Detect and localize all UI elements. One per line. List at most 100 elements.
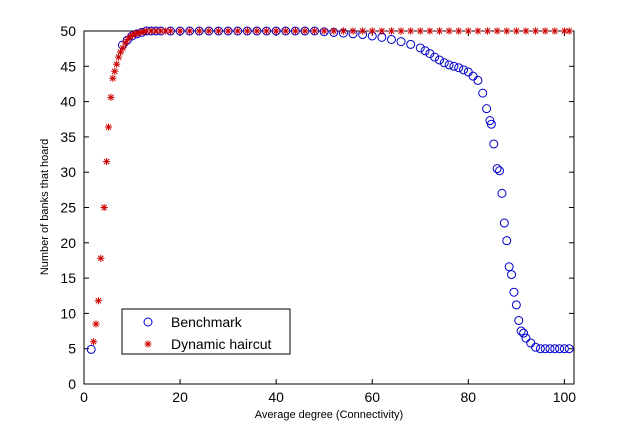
data-point-benchmark: [386, 34, 396, 44]
data-point-dynamic-haircut: [282, 27, 290, 35]
data-point-benchmark: [281, 26, 291, 36]
legend: Benchmark Dynamic haircut: [121, 308, 291, 355]
data-point-benchmark: [531, 342, 541, 352]
data-point-benchmark: [271, 26, 281, 36]
data-point-benchmark: [559, 344, 569, 354]
data-point-dynamic-haircut: [111, 67, 119, 75]
series-dynamic-haircut: [90, 27, 573, 346]
data-point-benchmark: [482, 104, 492, 114]
data-point-benchmark: [223, 26, 233, 36]
data-point-dynamic-haircut: [330, 27, 338, 35]
data-point-benchmark: [511, 300, 521, 310]
data-point-benchmark: [540, 344, 550, 354]
data-point-benchmark: [310, 26, 320, 36]
x-tick-label: 40: [268, 389, 284, 405]
x-tick-label: 60: [364, 389, 380, 405]
data-point-dynamic-haircut: [166, 27, 175, 35]
data-point-dynamic-haircut: [416, 27, 424, 35]
x-tick-label: 0: [80, 389, 88, 405]
data-point-dynamic-haircut: [541, 27, 549, 35]
x-axis-label: Average degree (Connectivity): [255, 409, 403, 421]
y-tick-label: 25: [60, 200, 76, 216]
data-point-dynamic-haircut: [339, 27, 348, 35]
y-tick-label: 30: [60, 164, 76, 180]
data-point-benchmark: [478, 88, 488, 98]
data-point-dynamic-haircut: [397, 27, 405, 35]
data-point-dynamic-haircut: [234, 27, 242, 35]
data-point-benchmark: [521, 333, 531, 343]
data-point-dynamic-haircut: [176, 27, 184, 35]
data-point-dynamic-haircut: [503, 27, 511, 35]
data-point-benchmark: [175, 26, 185, 36]
y-tick-label: 35: [60, 129, 76, 145]
data-point-dynamic-haircut: [214, 27, 223, 35]
legend-symbol-benchmark: [143, 317, 153, 327]
data-point-dynamic-haircut: [100, 203, 108, 212]
data-point-dynamic-haircut: [94, 297, 103, 305]
data-point-dynamic-haircut: [310, 27, 319, 35]
x-tick-label: 20: [172, 389, 188, 405]
data-point-dynamic-haircut: [493, 27, 501, 35]
legend-label-dynamic-haircut: Dynamic haircut: [171, 336, 271, 352]
data-point-benchmark: [535, 344, 545, 354]
legend-marker-benchmark: [143, 317, 153, 327]
y-tick-label: 20: [60, 235, 76, 251]
data-point-benchmark: [439, 58, 449, 68]
data-point-dynamic-haircut: [272, 27, 280, 35]
data-point-benchmark: [459, 65, 469, 75]
data-point-dynamic-haircut: [455, 27, 463, 35]
data-point-dynamic-haircut: [359, 27, 367, 35]
y-axis-label: Number of banks that hoard: [39, 139, 51, 275]
data-point-benchmark: [444, 60, 454, 70]
data-point-dynamic-haircut: [483, 27, 492, 35]
data-point-benchmark: [194, 26, 204, 36]
data-point-dynamic-haircut: [224, 27, 232, 35]
data-point-benchmark: [502, 236, 512, 246]
data-point-benchmark: [242, 26, 252, 36]
y-tick-label: 10: [60, 305, 76, 321]
data-point-dynamic-haircut: [387, 27, 396, 35]
data-point-dynamic-haircut: [109, 74, 117, 82]
x-tick-label: 80: [461, 389, 477, 405]
data-point-dynamic-haircut: [90, 338, 98, 346]
data-point-benchmark: [290, 26, 300, 36]
data-point-dynamic-haircut: [565, 27, 573, 35]
data-point-benchmark: [233, 26, 243, 36]
data-point-benchmark: [406, 39, 416, 49]
data-point-benchmark: [473, 75, 483, 85]
data-point-benchmark: [519, 328, 529, 338]
data-point-benchmark: [262, 26, 272, 36]
data-point-benchmark: [514, 315, 524, 325]
data-point-dynamic-haircut: [531, 27, 540, 35]
data-point-dynamic-haircut: [435, 27, 444, 35]
data-point-dynamic-haircut: [104, 123, 113, 131]
series-benchmark: [86, 26, 574, 354]
series-layer: [86, 26, 574, 354]
data-point-dynamic-haircut: [512, 27, 520, 35]
data-point-dynamic-haircut: [445, 27, 453, 35]
y-tick-label: 50: [60, 23, 76, 39]
data-point-dynamic-haircut: [474, 27, 482, 35]
data-point-benchmark: [300, 26, 310, 36]
data-point-benchmark: [555, 344, 565, 354]
data-point-dynamic-haircut: [464, 27, 472, 35]
data-point-benchmark: [492, 164, 502, 174]
data-point-dynamic-haircut: [522, 27, 530, 35]
y-tick-label: 5: [68, 341, 76, 357]
y-tick-label: 45: [60, 58, 76, 74]
data-point-benchmark: [516, 326, 526, 336]
data-point-benchmark: [486, 119, 496, 129]
data-point-benchmark: [214, 26, 224, 36]
data-point-dynamic-haircut: [162, 27, 170, 35]
data-point-dynamic-haircut: [243, 27, 251, 35]
data-point-dynamic-haircut: [195, 27, 203, 35]
data-point-dynamic-haircut: [291, 27, 299, 35]
data-point-dynamic-haircut: [551, 27, 559, 35]
data-point-dynamic-haircut: [107, 93, 115, 101]
data-point-dynamic-haircut: [426, 27, 434, 35]
data-point-benchmark: [449, 61, 459, 71]
data-point-dynamic-haircut: [113, 60, 121, 68]
y-tick-label: 15: [60, 270, 76, 286]
data-point-dynamic-haircut: [102, 158, 111, 166]
